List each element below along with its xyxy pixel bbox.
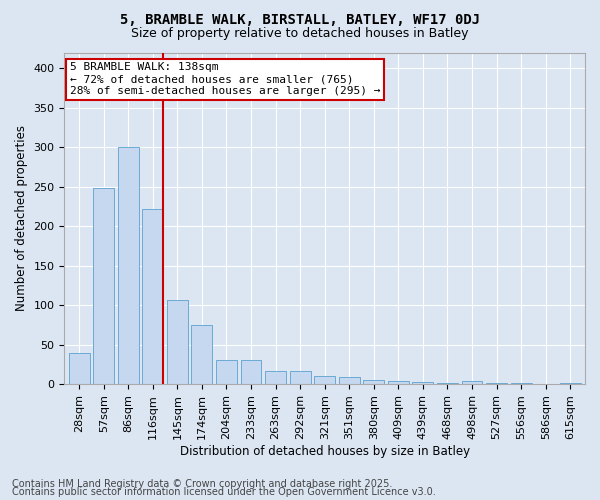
Text: 5 BRAMBLE WALK: 138sqm
← 72% of detached houses are smaller (765)
28% of semi-de: 5 BRAMBLE WALK: 138sqm ← 72% of detached… [70,62,380,96]
Text: Size of property relative to detached houses in Batley: Size of property relative to detached ho… [131,28,469,40]
Text: Contains public sector information licensed under the Open Government Licence v3: Contains public sector information licen… [12,487,436,497]
Bar [437,382,458,384]
Bar [216,360,237,384]
Bar [339,377,359,384]
Bar [388,381,409,384]
Bar [69,352,89,384]
Bar [167,300,188,384]
X-axis label: Distribution of detached houses by size in Batley: Distribution of detached houses by size … [179,444,470,458]
Bar [560,382,581,384]
Bar [265,370,286,384]
Bar [191,325,212,384]
Bar [461,381,482,384]
Bar [412,382,433,384]
Bar [290,370,311,384]
Text: 5, BRAMBLE WALK, BIRSTALL, BATLEY, WF17 0DJ: 5, BRAMBLE WALK, BIRSTALL, BATLEY, WF17 … [120,12,480,26]
Bar [118,147,139,384]
Bar [93,188,114,384]
Text: Contains HM Land Registry data © Crown copyright and database right 2025.: Contains HM Land Registry data © Crown c… [12,479,392,489]
Bar [314,376,335,384]
Bar [142,209,163,384]
Y-axis label: Number of detached properties: Number of detached properties [15,126,28,312]
Bar [364,380,384,384]
Bar [241,360,262,384]
